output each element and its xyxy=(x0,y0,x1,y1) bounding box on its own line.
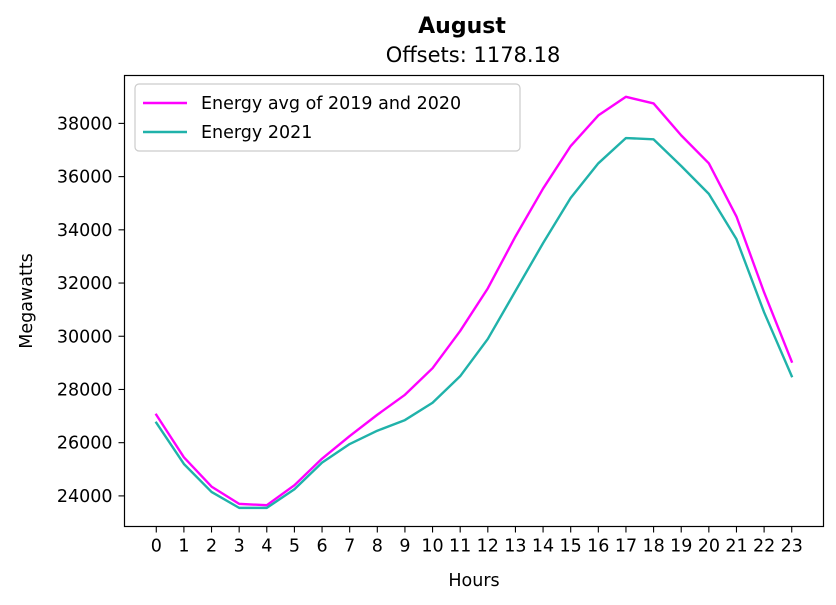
y-tick-label: 34000 xyxy=(57,221,113,241)
series-line-energy-2021 xyxy=(154,136,794,510)
x-tick-label: 5 xyxy=(289,537,300,557)
x-tick-label: 17 xyxy=(615,537,637,557)
y-tick-label: 32000 xyxy=(57,274,113,294)
x-tick-label: 22 xyxy=(753,537,775,557)
x-axis-label: Hours xyxy=(448,571,499,591)
x-tick-label: 14 xyxy=(532,537,554,557)
x-tick-label: 10 xyxy=(421,537,443,557)
y-axis: 24000 26000 28000 30000 32000 34000 36000 38000 xyxy=(57,114,125,507)
x-tick-label: 19 xyxy=(670,537,692,557)
x-tick-label: 13 xyxy=(504,537,526,557)
y-tick-label: 38000 xyxy=(57,114,113,134)
legend: Energy avg of 2019 and 2020 Energy 2021 xyxy=(134,83,521,152)
x-tick-label: 18 xyxy=(642,537,664,557)
x-tick-label: 21 xyxy=(725,537,747,557)
plot-area xyxy=(154,95,794,510)
y-axis-label: Megawatts xyxy=(17,253,37,349)
x-tick-label: 3 xyxy=(234,537,245,557)
y-tick-label: 24000 xyxy=(57,487,113,507)
series-line-energy-avg xyxy=(154,95,794,507)
x-tick-label: 23 xyxy=(781,537,803,557)
y-tick-label: 30000 xyxy=(57,327,113,347)
y-tick-label: 28000 xyxy=(57,380,113,400)
y-tick-label: 26000 xyxy=(57,434,113,454)
x-tick-label: 0 xyxy=(151,537,162,557)
chart-title: August xyxy=(418,14,506,39)
legend-box xyxy=(134,83,521,152)
legend-label-energy-2021: Energy 2021 xyxy=(201,123,312,143)
x-tick-label: 8 xyxy=(372,537,383,557)
x-tick-label: 9 xyxy=(399,537,410,557)
plot-frame xyxy=(123,74,825,528)
x-tick-label: 4 xyxy=(261,537,272,557)
x-axis: 0 1 2 3 4 5 6 7 8 9 10 11 12 13 14 15 16 17 18 19 20 21 22 23 xyxy=(151,526,803,557)
x-tick-label: 15 xyxy=(560,537,582,557)
x-tick-label: 11 xyxy=(449,537,471,557)
y-tick-label: 36000 xyxy=(57,168,113,188)
x-tick-label: 6 xyxy=(316,537,327,557)
x-tick-label: 20 xyxy=(698,537,720,557)
x-tick-label: 2 xyxy=(206,537,217,557)
x-tick-label: 16 xyxy=(587,537,609,557)
x-tick-label: 1 xyxy=(178,537,189,557)
legend-label-energy-avg: Energy avg of 2019 and 2020 xyxy=(201,94,461,114)
x-tick-label: 12 xyxy=(477,537,499,557)
chart-subtitle: Offsets: 1178.18 xyxy=(386,43,561,67)
x-tick-label: 7 xyxy=(344,537,355,557)
